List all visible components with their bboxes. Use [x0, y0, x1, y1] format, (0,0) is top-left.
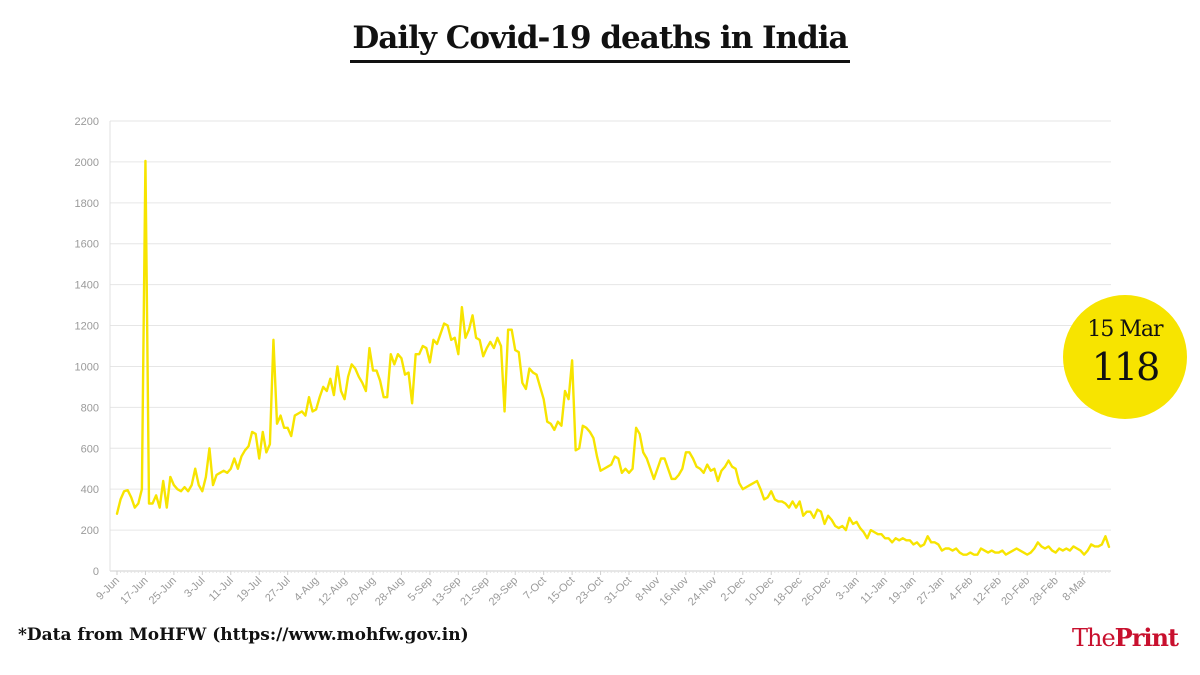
x-tick-label: 12-Feb [971, 575, 1004, 608]
brand-logo-part1: The [1071, 624, 1116, 652]
x-tick-label: 8-Mar [1060, 574, 1089, 603]
x-tick-label: 3-Jan [834, 575, 862, 603]
y-tick-label: 0 [93, 566, 99, 578]
y-tick-label: 2000 [75, 157, 99, 169]
chart-title-text: Daily Covid-19 deaths in India [350, 20, 850, 63]
x-tick-label: 16-Nov [657, 574, 691, 608]
y-tick-label: 400 [81, 484, 99, 496]
x-tick-label: 12-Aug [316, 575, 350, 609]
x-tick-label: 15-Oct [545, 575, 577, 607]
data-source-note: *Data from MoHFW (https://www.mohfw.gov.… [18, 625, 469, 645]
gridlines [109, 120, 1111, 572]
y-axis-ticks: 0 200 400 600 800 1000 1200 1400 1600 1800 2000 220… [75, 116, 99, 578]
series-line-daily-deaths [115, 159, 1111, 556]
x-tick-label: 29-Sep [487, 575, 521, 609]
x-tick-label: 20-Feb [999, 575, 1032, 608]
x-tick-label: 31-Oct [602, 575, 634, 607]
y-tick-label: 1000 [75, 361, 99, 373]
x-tick-label: 18-Dec [771, 574, 805, 608]
y-tick-label: 800 [81, 402, 99, 414]
x-tick-label: 20-Aug [345, 575, 379, 609]
x-tick-label: 26-Dec [800, 574, 834, 608]
x-tick-label: 27-Jul [263, 575, 293, 605]
x-tick-label: 28-Feb [1028, 575, 1061, 608]
brand-logo: ThePrint [1071, 623, 1179, 652]
x-tick-label: 24-Nov [686, 574, 720, 608]
x-tick-label: 13-Sep [430, 575, 464, 609]
x-tick-label: 23-Oct [574, 575, 606, 607]
x-tick-label: 10-Dec [743, 574, 777, 608]
x-tick-label: 17-Jun [118, 575, 150, 607]
y-tick-label: 1200 [75, 321, 99, 333]
y-tick-label: 1600 [75, 239, 99, 251]
x-tick-label: 25-Jun [147, 575, 179, 607]
y-tick-label: 1400 [75, 280, 99, 292]
x-tick-label: 21-Sep [458, 575, 492, 609]
x-tick-label: 11-Jul [207, 575, 236, 604]
brand-logo-part2: Print [1114, 623, 1179, 652]
y-tick-label: 600 [81, 443, 99, 455]
y-tick-label: 2200 [75, 116, 99, 128]
callout-value: 118 [1091, 345, 1161, 389]
series-group [115, 159, 1111, 556]
latest-value-callout: 15 Mar 118 [1063, 295, 1187, 419]
x-tick-label: 3-Jul [182, 575, 207, 600]
x-tick-label: 11-Jan [858, 575, 890, 607]
x-tick-label: 19-Jan [886, 575, 918, 607]
chart-title: Daily Covid-19 deaths in India [0, 20, 1200, 63]
y-tick-label: 1800 [75, 198, 99, 210]
x-tick-label: 28-Aug [373, 575, 407, 609]
callout-date: 15 Mar [1087, 317, 1163, 342]
x-tick-label: 27-Jan [915, 575, 947, 607]
y-tick-label: 200 [81, 525, 99, 537]
x-tick-label: 19-Jul [235, 575, 265, 605]
